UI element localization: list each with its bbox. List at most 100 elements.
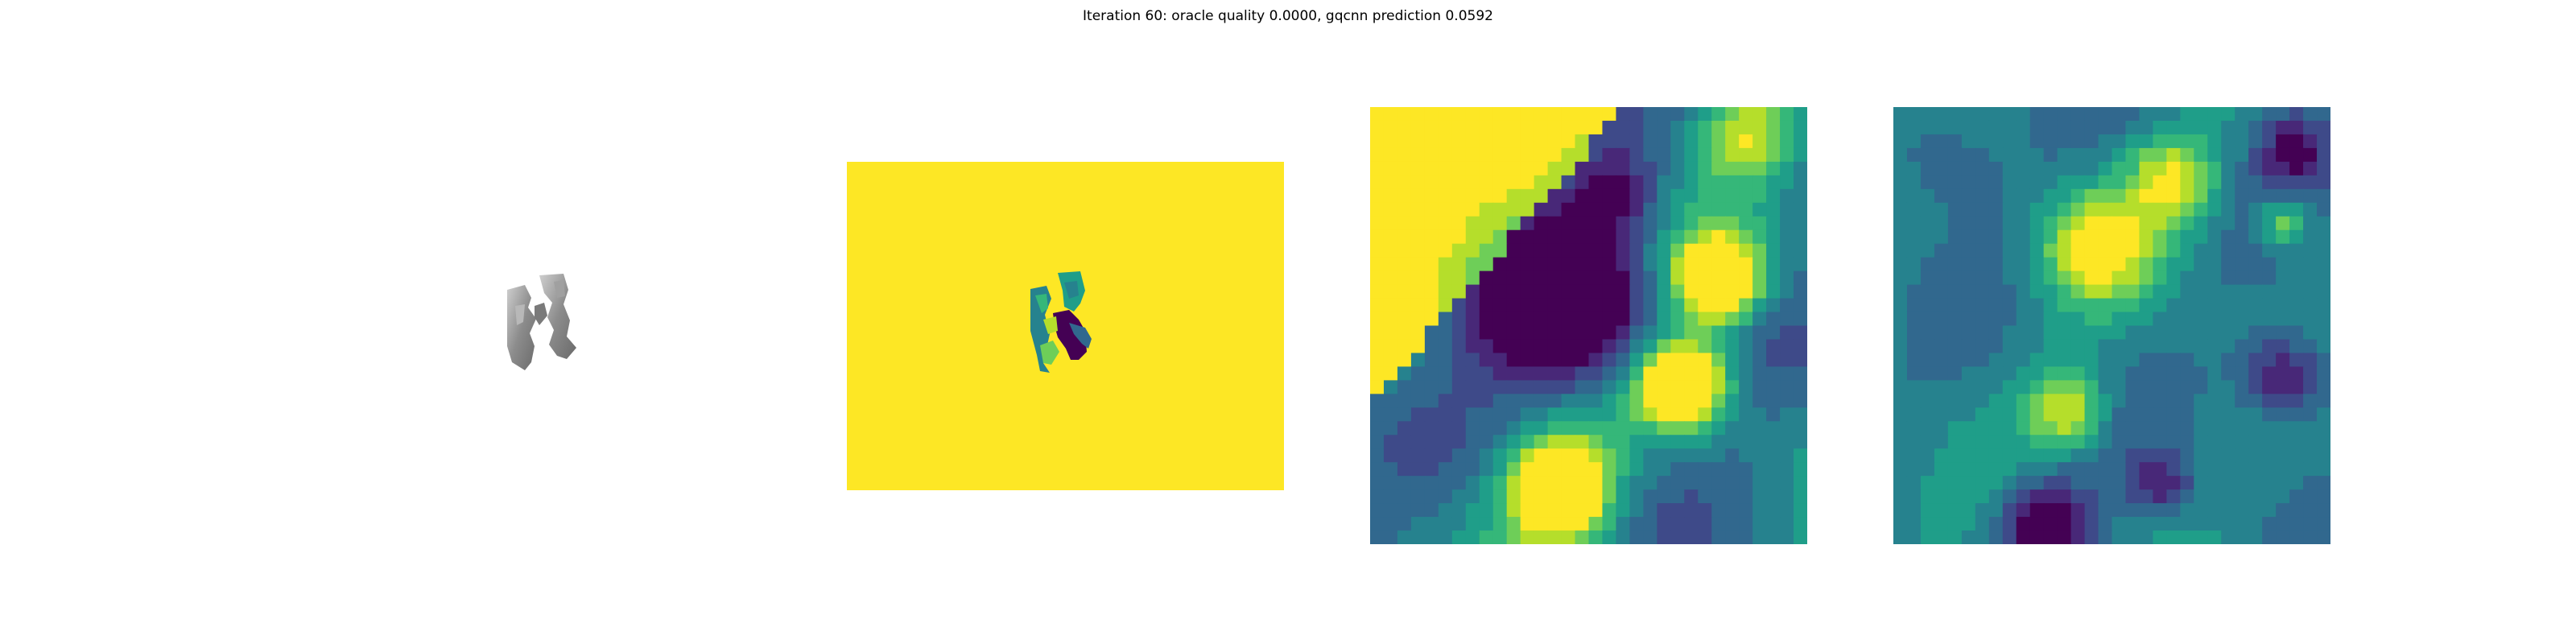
- heatmap-1-cell: [1698, 147, 1712, 163]
- heatmap-2-cell: [2221, 394, 2235, 408]
- heatmap-2-cell: [2207, 476, 2222, 490]
- heatmap-1-cell: [1766, 325, 1781, 341]
- heatmap-2-cell: [1988, 462, 2004, 477]
- heatmap-2-cell: [2098, 503, 2113, 518]
- heatmap-1-cell: [1766, 448, 1781, 463]
- heatmap-2-cell: [1893, 435, 1908, 449]
- heatmap-2-cell: [2029, 489, 2045, 504]
- heatmap-1-cell: [1424, 366, 1439, 381]
- heatmap-1-cell: [1520, 476, 1535, 490]
- heatmap-1-cell: [1739, 503, 1753, 518]
- heatmap-2-cell: [2153, 202, 2167, 217]
- heatmap-2-cell: [2029, 517, 2045, 531]
- heatmap-2-cell: [2166, 448, 2181, 463]
- heatmap-2-cell: [2289, 284, 2304, 299]
- heatmap-2-cell: [2043, 394, 2058, 408]
- heatmap-1-cell: [1479, 216, 1494, 231]
- heatmap-2-cell: [1906, 175, 1922, 190]
- heatmap-2-cell: [2221, 298, 2235, 313]
- heatmap-1-cell: [1575, 134, 1590, 149]
- heatmap-1-cell: [1643, 216, 1657, 231]
- heatmap-2-cell: [1961, 147, 1976, 163]
- heatmap-2-cell: [2276, 147, 2290, 163]
- heatmap-1-cell: [1451, 216, 1467, 231]
- heatmap-2-cell: [2248, 270, 2263, 286]
- heatmap-2-cell: [1961, 161, 1976, 176]
- heatmap-2-cell: [1988, 147, 2004, 163]
- heatmap-2-cell: [2289, 394, 2304, 408]
- heatmap-1-cell: [1520, 517, 1535, 531]
- heatmap-2-cell: [2303, 489, 2318, 504]
- heatmap-2-cell: [2125, 366, 2140, 381]
- heatmap-1-cell: [1547, 325, 1563, 341]
- heatmap-2-cell: [1934, 312, 1949, 327]
- heatmap-1-cell: [1643, 147, 1657, 163]
- heatmap-2-cell: [2289, 229, 2304, 245]
- heatmap-1-cell: [1794, 188, 1807, 204]
- heatmap-1-cell: [1588, 216, 1604, 231]
- heatmap-2-cell: [1934, 188, 1949, 204]
- heatmap-1-cell: [1492, 366, 1508, 381]
- heatmap-1-cell: [1657, 407, 1671, 422]
- heatmap-2-cell: [2248, 188, 2263, 204]
- heatmap-2-cell: [2084, 243, 2099, 258]
- heatmap-2-cell: [2139, 284, 2154, 299]
- heatmap-2-cell: [2057, 339, 2072, 354]
- heatmap-1-cell: [1397, 257, 1412, 272]
- heatmap-2-cell: [2221, 202, 2235, 217]
- heatmap-2-cell: [2139, 366, 2154, 381]
- heatmap-1-cell: [1370, 489, 1385, 504]
- heatmap-2-cell: [1975, 188, 1990, 204]
- heatmap-1-cell: [1794, 243, 1807, 258]
- heatmap-2-cell: [2153, 353, 2167, 368]
- heatmap-2-cell: [2153, 284, 2167, 299]
- heatmap-1-cell: [1520, 107, 1535, 122]
- heatmap-1-cell: [1629, 366, 1644, 381]
- heatmap-2-cell: [1975, 270, 1990, 286]
- heatmap-1-cell: [1629, 107, 1644, 122]
- heatmap-2-cell: [1975, 476, 1990, 490]
- heatmap-1-cell: [1684, 353, 1699, 368]
- heatmap-1-cell: [1766, 407, 1781, 422]
- heatmap-2-cell: [1906, 476, 1922, 490]
- heatmap-1-cell: [1725, 270, 1740, 286]
- heatmap-2-cell: [2166, 298, 2181, 313]
- heatmap-1-cell: [1438, 202, 1453, 217]
- heatmap-2-cell: [2002, 175, 2017, 190]
- heatmap-2-cell: [2207, 120, 2222, 135]
- heatmap-2-cell: [2125, 216, 2140, 231]
- heatmap-2-cell: [2207, 489, 2222, 504]
- heatmap-2-cell: [2139, 202, 2154, 217]
- heatmap-2-cell: [1893, 353, 1908, 368]
- heatmap-1-cell: [1766, 161, 1781, 176]
- heatmap-1-cell: [1670, 325, 1685, 341]
- heatmap-2-cell: [2043, 353, 2058, 368]
- heatmap-1-cell: [1547, 216, 1563, 231]
- heatmap-1-cell: [1547, 229, 1563, 245]
- heatmap-1-cell: [1506, 394, 1521, 408]
- heatmap-2-cell: [2207, 270, 2222, 286]
- heatmap-1-cell: [1451, 134, 1467, 149]
- heatmap-1-cell: [1766, 270, 1781, 286]
- heatmap-1-cell: [1766, 147, 1781, 163]
- heatmap-1-cell: [1711, 175, 1726, 190]
- heatmap-2-cell: [2262, 503, 2277, 518]
- heatmap-1-cell: [1780, 503, 1794, 518]
- heatmap-1-cell: [1561, 489, 1576, 504]
- heatmap-2-cell: [2235, 489, 2249, 504]
- heatmap-2-cell: [2317, 243, 2330, 258]
- heatmap-1-cell: [1397, 380, 1412, 394]
- heatmap-2-cell: [2043, 229, 2058, 245]
- heatmap-2-cell: [2043, 257, 2058, 272]
- heatmap-2-cell: [2125, 476, 2140, 490]
- heatmap-2-cell: [1988, 325, 2004, 341]
- heatmap-1-cell: [1520, 188, 1535, 204]
- heatmap-1-cell: [1534, 243, 1549, 258]
- heatmap-1-cell: [1547, 503, 1563, 518]
- heatmap-1-cell: [1410, 339, 1426, 354]
- heatmap-1-cell: [1780, 435, 1794, 449]
- heatmap-1-cell: [1575, 175, 1590, 190]
- heatmap-2-cell: [2235, 339, 2249, 354]
- heatmap-1-cell: [1520, 394, 1535, 408]
- heatmap-2-cell: [2139, 312, 2154, 327]
